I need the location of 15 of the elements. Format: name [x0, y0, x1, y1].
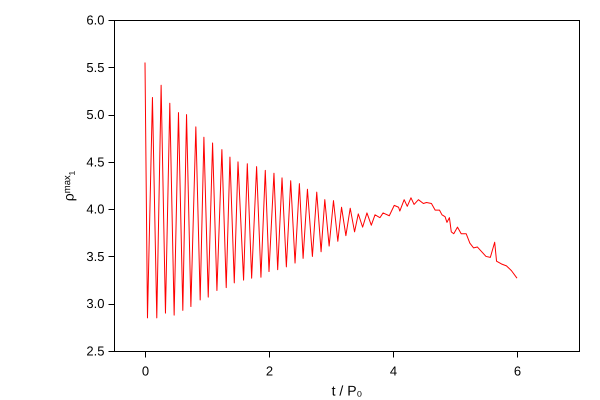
y-tick-label: 3.0 — [86, 296, 104, 312]
x-axis-title: t / P₀ — [332, 382, 363, 398]
line-series — [144, 62, 518, 318]
x-tick-label: 6 — [514, 364, 522, 378]
y-tick-label: 4.5 — [86, 154, 104, 170]
x-tick-label: 4 — [390, 364, 398, 378]
y-axis-title: ρᵐᵃˣ₁ — [60, 170, 76, 202]
y-tick-label: 5.0 — [86, 107, 104, 122]
y-tick-label: 4.0 — [86, 202, 104, 217]
y-tick-label: 3.5 — [86, 248, 104, 264]
y-tick-label: 5.5 — [86, 60, 104, 75]
y-tick-label: 6.0 — [86, 12, 104, 28]
x-tick-label: 2 — [266, 364, 274, 378]
x-tick-label: 0 — [142, 364, 150, 378]
y-tick-label: 2.5 — [86, 344, 104, 358]
